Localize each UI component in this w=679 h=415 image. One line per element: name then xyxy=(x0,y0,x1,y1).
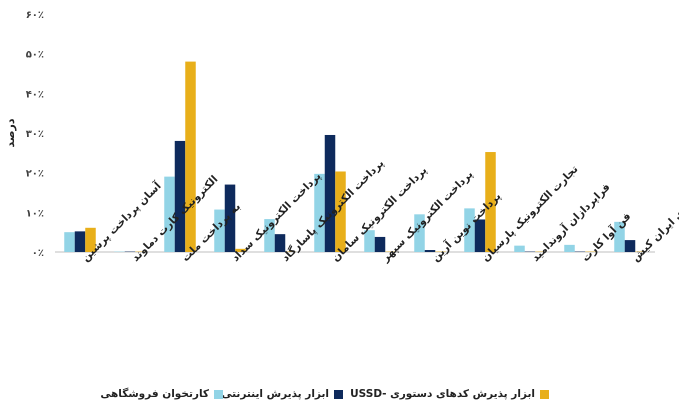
y-tick-label: ۵۰٪ xyxy=(26,50,44,61)
bars xyxy=(64,61,646,252)
bar xyxy=(564,244,575,252)
bar xyxy=(614,221,625,252)
bar xyxy=(74,231,86,252)
legend-label: ابزار پذیرش کدهای دستوری -USSD xyxy=(350,388,535,400)
bar xyxy=(335,171,346,252)
category-label: فن آوا کارت xyxy=(579,210,634,265)
legend-swatch xyxy=(540,389,549,399)
y-tick-label: ۱۰٪ xyxy=(26,208,44,219)
bar xyxy=(224,184,236,252)
bar xyxy=(414,214,425,252)
bar xyxy=(424,250,436,252)
bar xyxy=(514,245,525,252)
bar xyxy=(464,208,475,252)
y-tick-label: ۳۰٪ xyxy=(26,129,44,140)
bar xyxy=(174,140,186,252)
y-tick-label: ۰٪ xyxy=(32,248,44,259)
bar xyxy=(264,219,275,252)
bar xyxy=(374,236,386,252)
bar xyxy=(474,219,486,252)
y-tick-label: ۲۰٪ xyxy=(26,169,44,180)
y-tick-label: ۶۰٪ xyxy=(26,10,44,21)
legend-item-ussd: ابزار پذیرش کدهای دستوری -USSD xyxy=(350,388,549,400)
legend: ابزار پذیرش کدهای دستوری -USSD ابزار پذی… xyxy=(0,388,679,408)
legend-item-internet: ابزار پذیرش اینترنتی xyxy=(221,388,343,400)
bar xyxy=(235,248,246,252)
legend-swatch xyxy=(214,389,223,399)
bar xyxy=(274,234,286,252)
bar xyxy=(185,61,196,252)
y-axis-label: درصد xyxy=(4,118,17,147)
legend-label: ابزار پذیرش اینترنتی xyxy=(221,388,330,400)
bar xyxy=(214,209,225,252)
bar xyxy=(64,232,75,252)
legend-label: کارتخوان فروشگاهی xyxy=(100,388,209,400)
category-label: آسان پرداخت پرشین xyxy=(79,179,164,264)
bar xyxy=(324,134,336,252)
y-axis-ticks: ۰٪ ۱۰٪ ۲۰٪ ۳۰٪ ۴۰٪ ۵۰٪ ۶۰٪ xyxy=(26,10,44,259)
category-label: کارت اعتباری ایران کیش xyxy=(630,164,679,264)
bar xyxy=(314,173,325,252)
bar xyxy=(85,227,96,252)
bar xyxy=(164,176,175,252)
bar xyxy=(364,230,375,252)
y-tick-label: ۴۰٪ xyxy=(26,89,44,100)
bar xyxy=(485,152,496,252)
legend-item-pos: کارتخوان فروشگاهی xyxy=(100,388,223,400)
legend-swatch xyxy=(334,389,343,399)
bar xyxy=(624,240,636,252)
